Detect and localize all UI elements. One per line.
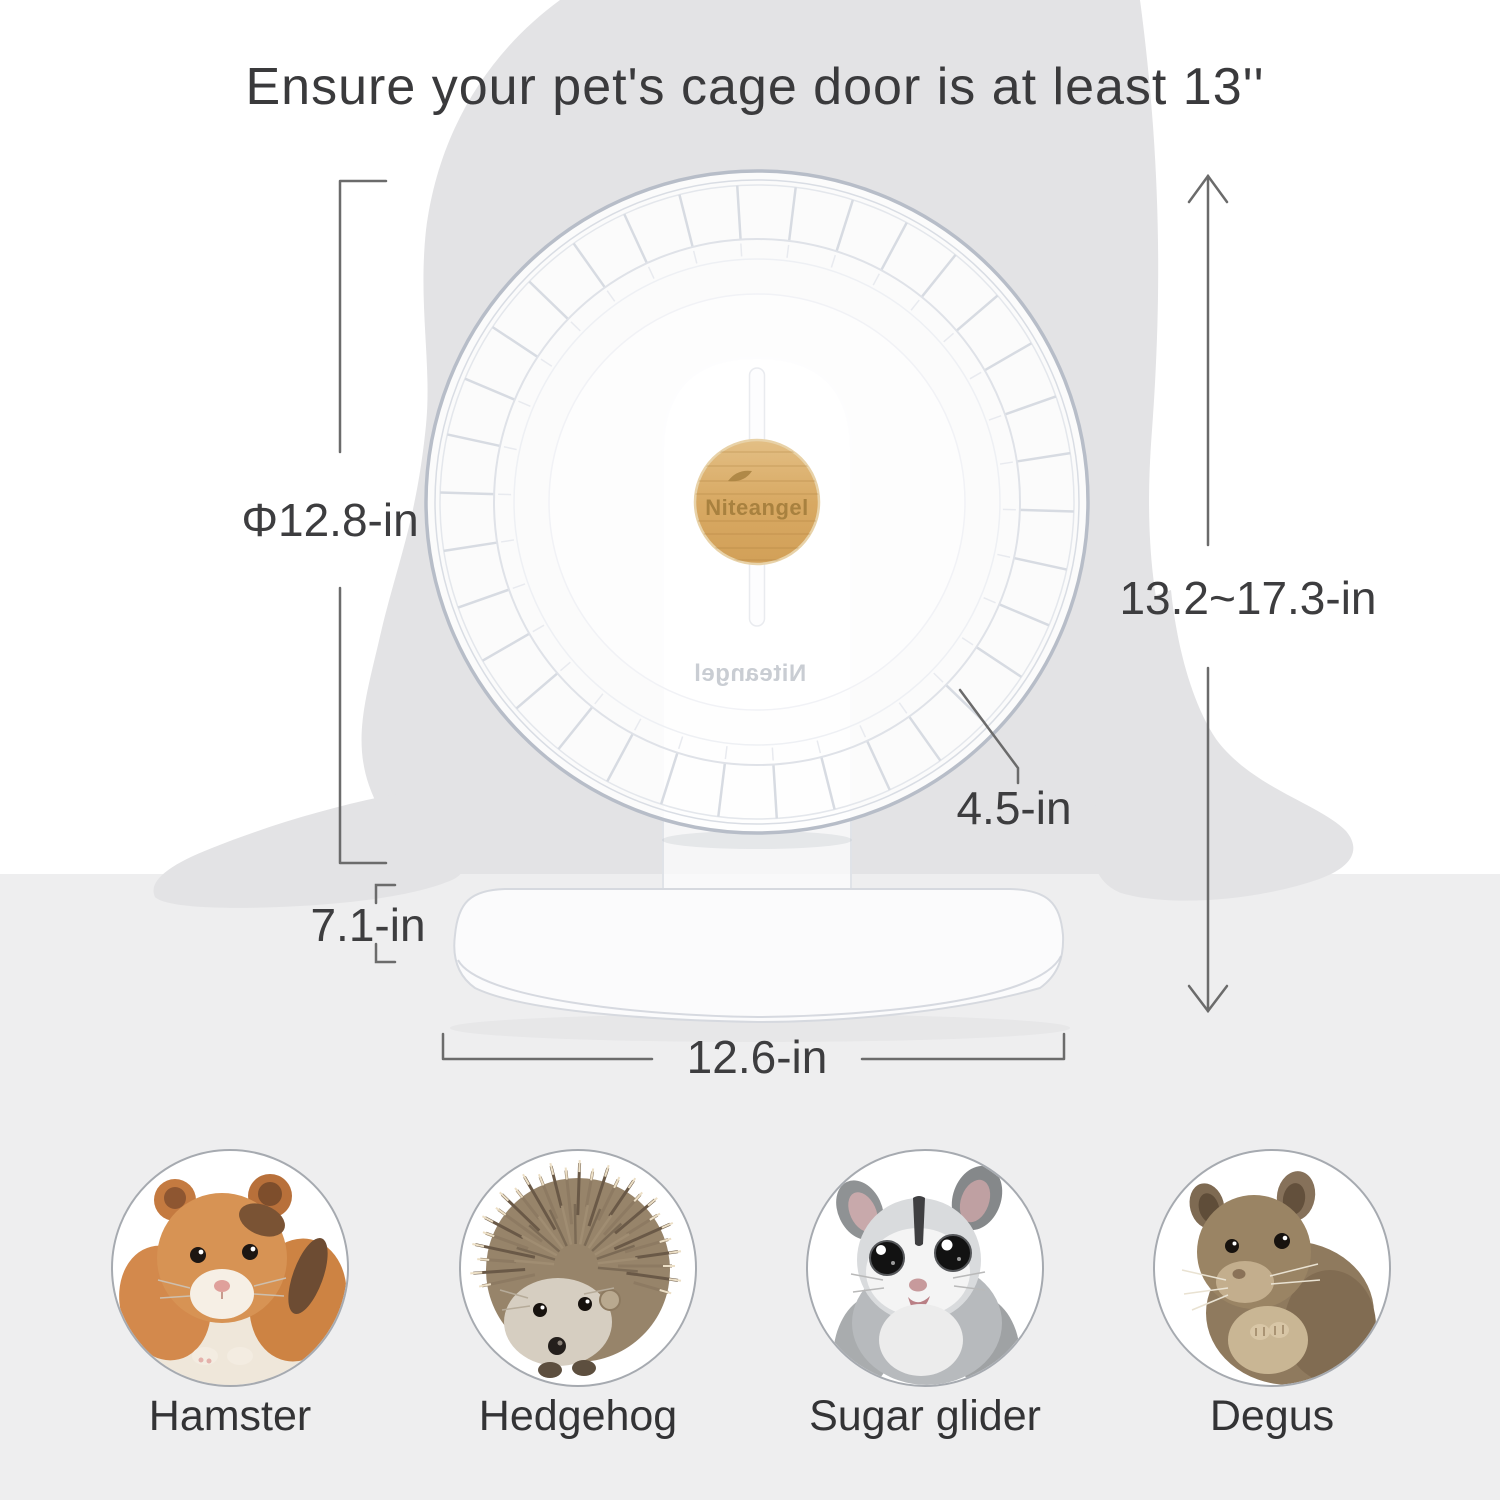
base-plate-surface <box>453 888 1065 1024</box>
hamster-photo-border <box>111 1149 349 1387</box>
base-width-dimension: 12.6-in <box>441 1031 1066 1083</box>
dimension-annotations: Φ12.8-in 13.2~17.3-in 4.5-in 7.1-in 12.6… <box>241 173 1377 1083</box>
hedgehog-label: Hedgehog <box>479 1392 677 1440</box>
wheel-contact-shadow <box>662 831 852 849</box>
hamster-label: Hamster <box>149 1392 311 1440</box>
base-depth-dimension: 7.1-in <box>310 883 426 964</box>
suitable-pets-row: Hamster Hedgehog <box>111 1149 1391 1440</box>
person-right-foot-silhouette <box>1091 590 1354 901</box>
sugar-glider-label: Sugar glider <box>809 1392 1041 1440</box>
hedgehog-photo-border <box>459 1149 697 1387</box>
brand-leaf-icon <box>728 470 752 482</box>
sugar-glider-photo-border <box>806 1149 1044 1387</box>
degus-photo-border <box>1153 1149 1391 1387</box>
stand-base-plate <box>450 888 1070 1042</box>
diameter-dimension: Φ12.8-in <box>241 179 419 865</box>
diameter-label: Φ12.8-in <box>241 494 418 546</box>
wheel-tread-inner-ring <box>493 238 1021 766</box>
bamboo-hub: Niteangel <box>693 438 821 566</box>
exercise-wheel: Niteangel Niteangel <box>424 169 1090 849</box>
wheel-dish-ring <box>513 258 1001 746</box>
base-width-label: 12.6-in <box>687 1031 828 1083</box>
depth-dimension: 4.5-in <box>956 688 1072 834</box>
wheel-tread-outer-ring <box>439 184 1075 820</box>
height-range-label: 13.2~17.3-in <box>1119 572 1376 624</box>
wheel-depth-label: 4.5-in <box>956 782 1071 834</box>
wheel-rim-ring <box>434 179 1080 825</box>
wheel-tread-segments <box>440 185 1074 819</box>
stand-brand-text-mirrored: Niteangel <box>694 660 807 687</box>
degus-photo <box>1181 1171 1376 1385</box>
page-title: Ensure your pet's cage door is at least … <box>246 58 1265 116</box>
hamster-photo <box>119 1174 347 1385</box>
sugar-glider-photo <box>833 1165 1020 1385</box>
base-plate-front-edge <box>457 955 1062 1019</box>
hub-brand-text: Niteangel <box>705 495 809 520</box>
base-depth-label: 7.1-in <box>310 899 425 951</box>
person-left-foot-silhouette <box>153 788 466 908</box>
degus-label: Degus <box>1210 1392 1334 1440</box>
height-dimension: 13.2~17.3-in <box>1119 173 1377 1014</box>
base-shadow <box>450 1014 1070 1042</box>
hedgehog-photo <box>470 1160 682 1378</box>
wheel-outer-rim <box>424 169 1090 835</box>
